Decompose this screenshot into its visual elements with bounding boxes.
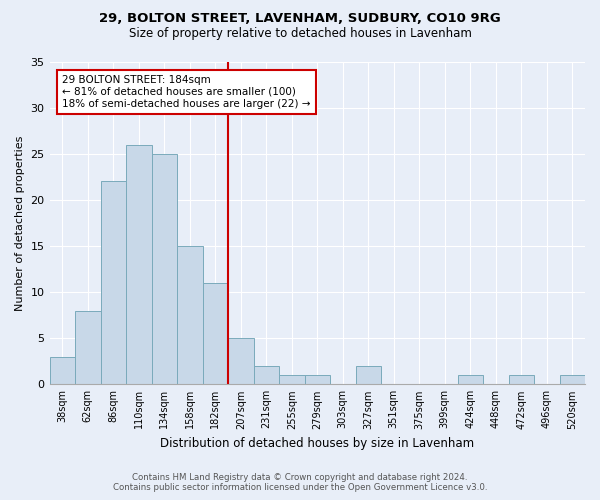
Y-axis label: Number of detached properties: Number of detached properties	[15, 135, 25, 310]
Bar	[279, 375, 305, 384]
Bar	[458, 375, 483, 384]
Bar	[203, 283, 228, 384]
Bar	[75, 310, 101, 384]
Bar	[126, 144, 152, 384]
Text: 29 BOLTON STREET: 184sqm
← 81% of detached houses are smaller (100)
18% of semi-: 29 BOLTON STREET: 184sqm ← 81% of detach…	[62, 76, 311, 108]
Bar	[509, 375, 534, 384]
Bar	[254, 366, 279, 384]
Bar	[560, 375, 585, 384]
Bar	[356, 366, 381, 384]
Text: Contains HM Land Registry data © Crown copyright and database right 2024.
Contai: Contains HM Land Registry data © Crown c…	[113, 473, 487, 492]
Text: Size of property relative to detached houses in Lavenham: Size of property relative to detached ho…	[128, 28, 472, 40]
Bar	[101, 182, 126, 384]
Bar	[152, 154, 177, 384]
X-axis label: Distribution of detached houses by size in Lavenham: Distribution of detached houses by size …	[160, 437, 475, 450]
Bar	[305, 375, 330, 384]
Text: 29, BOLTON STREET, LAVENHAM, SUDBURY, CO10 9RG: 29, BOLTON STREET, LAVENHAM, SUDBURY, CO…	[99, 12, 501, 26]
Bar	[228, 338, 254, 384]
Bar	[177, 246, 203, 384]
Bar	[50, 356, 75, 384]
